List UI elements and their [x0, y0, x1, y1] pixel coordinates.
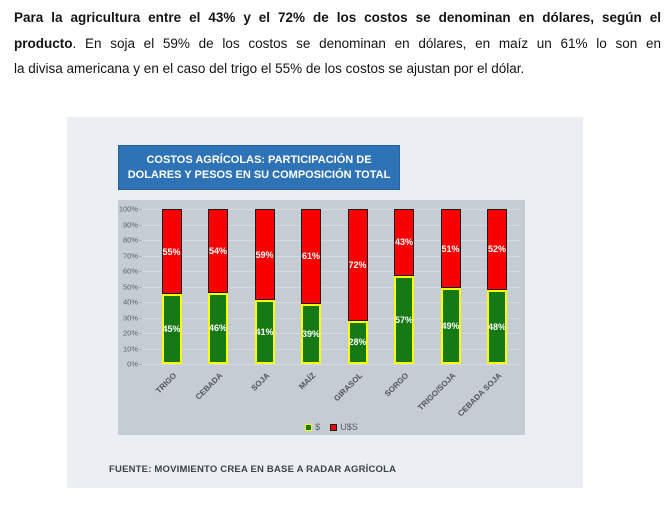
- y-axis-tick-label-80: 80%: [122, 235, 138, 245]
- bar-value-label-girasol-pesos: 28%: [348, 337, 367, 348]
- legend-label-dolares: U$S: [340, 422, 358, 432]
- y-axis-tick-mark: [139, 271, 142, 272]
- y-axis-tick-label-10: 10%: [122, 344, 138, 353]
- y-axis-tick-mark: [139, 317, 142, 319]
- y-axis-tick-label-100: 100%: [118, 204, 138, 214]
- chart-plot-area: $ U$S 0% 10% 20% 30% 40% 50% 60% 70% 80% 90% 100% 45…: [118, 200, 525, 435]
- y-axis-tick-mark: [139, 255, 142, 257]
- chart-title-box: COSTOS AGRÍCOLAS: PARTICIPACIÓN DE DOLAR…: [118, 145, 400, 190]
- paragraph-line-2: producto. En soja el 59% de los costos s…: [14, 35, 661, 51]
- y-axis-tick-label-20: 20%: [122, 328, 138, 338]
- bar-cebada-pesos: [208, 292, 228, 364]
- bar-value-label-ma-z-pesos: 39%: [301, 328, 321, 339]
- y-axis-tick-mark: [139, 286, 142, 288]
- bar-girasol-dolares: [347, 209, 368, 321]
- gridline-90: [142, 224, 521, 226]
- bar-value-label-girasol-dolares: 72%: [348, 259, 367, 270]
- bar-trigo-soja-pesos: [440, 288, 461, 364]
- y-axis-tick-label-70: 70%: [122, 251, 138, 260]
- gridline-10: [142, 348, 521, 350]
- y-axis-tick-label-90: 90%: [122, 220, 138, 229]
- y-axis-tick-mark: [139, 240, 142, 241]
- bar-cebada-soja-pesos: [487, 289, 507, 364]
- y-axis-tick-mark: [139, 209, 142, 210]
- bar-trigo-dolares: [161, 209, 182, 295]
- gridline-30: [142, 317, 521, 319]
- bar-value-label-cebada-soja-pesos: 48%: [487, 321, 507, 332]
- legend-item-pesos: $: [305, 422, 320, 432]
- bar-value-label-trigo-soja-pesos: 49%: [441, 321, 460, 332]
- chart-title-line-1: COSTOS AGRÍCOLAS: PARTICIPACIÓN DE: [146, 153, 372, 166]
- paragraph-line-1: Para la agricultura entre el 43% y el 72…: [14, 10, 661, 25]
- bar-soja-dolares: [254, 209, 275, 301]
- bar-sorgo-pesos: [394, 275, 414, 364]
- y-axis-tick-label-50: 50%: [122, 282, 138, 291]
- bar-value-label-soja-pesos: 41%: [255, 327, 274, 338]
- y-axis-tick-label-0: 0%: [127, 359, 138, 369]
- y-axis-tick-label-40: 40%: [122, 297, 138, 307]
- report-figure-panel: COSTOS AGRÍCOLAS: PARTICIPACIÓN DE DOLAR…: [67, 117, 583, 488]
- bar-girasol-pesos: [347, 320, 368, 364]
- y-axis-tick-mark: [139, 333, 142, 334]
- bar-trigo-pesos: [161, 294, 182, 364]
- y-axis-tick-mark: [139, 364, 142, 365]
- legend-swatch-dolares: [330, 423, 338, 431]
- y-axis-tick-label-30: 30%: [122, 313, 138, 322]
- gridline-80: [142, 240, 521, 241]
- bar-value-label-sorgo-pesos: 57%: [394, 314, 414, 325]
- y-axis-tick-label-60: 60%: [122, 266, 138, 276]
- y-axis-tick-mark: [139, 348, 142, 350]
- bar-value-label-sorgo-dolares: 43%: [394, 237, 414, 248]
- paragraph-line-3: la divisa americana y en el caso del tri…: [14, 61, 525, 76]
- bar-value-label-soja-dolares: 59%: [255, 249, 274, 260]
- bar-value-label-cebada-dolares: 54%: [208, 245, 228, 256]
- gridline-50: [142, 286, 521, 288]
- gridline-40: [142, 302, 521, 303]
- bar-value-label-cebada-pesos: 46%: [208, 323, 228, 334]
- chart-legend: $ U$S: [142, 421, 521, 433]
- gridline-100: [142, 209, 521, 210]
- bar-ma-z-dolares: [301, 209, 321, 304]
- gridline-0: [142, 364, 521, 365]
- legend-swatch-pesos: [305, 423, 313, 431]
- bar-ma-z-pesos: [301, 303, 321, 364]
- bar-soja-pesos: [254, 300, 275, 364]
- gridline-70: [142, 255, 521, 257]
- source-note: FUENTE: MOVIMIENTO CREA EN BASE A RADAR …: [109, 464, 397, 475]
- bar-value-label-trigo-dolares: 55%: [162, 246, 181, 257]
- bar-value-label-trigo-pesos: 45%: [162, 324, 181, 335]
- gridline-20: [142, 333, 521, 334]
- bar-sorgo-dolares: [394, 209, 414, 276]
- chart-title-line-2: DOLARES Y PESOS EN SU COMPOSICIÓN TOTAL: [127, 168, 391, 181]
- bar-trigo-soja-dolares: [440, 209, 461, 289]
- bar-value-label-ma-z-dolares: 61%: [301, 251, 321, 262]
- legend-label-pesos: $: [315, 422, 321, 432]
- intro-paragraph: Para la agricultura entre el 43% y el 72…: [14, 5, 661, 82]
- bar-value-label-cebada-soja-dolares: 52%: [487, 244, 507, 255]
- y-axis-tick-mark: [139, 224, 142, 226]
- legend-item-dolares: U$S: [330, 422, 358, 432]
- y-axis-tick-mark: [139, 302, 142, 303]
- bar-value-label-trigo-soja-dolares: 51%: [441, 243, 460, 254]
- bar-cebada-soja-dolares: [487, 209, 507, 290]
- bar-cebada-dolares: [208, 209, 228, 293]
- gridline-60: [142, 271, 521, 272]
